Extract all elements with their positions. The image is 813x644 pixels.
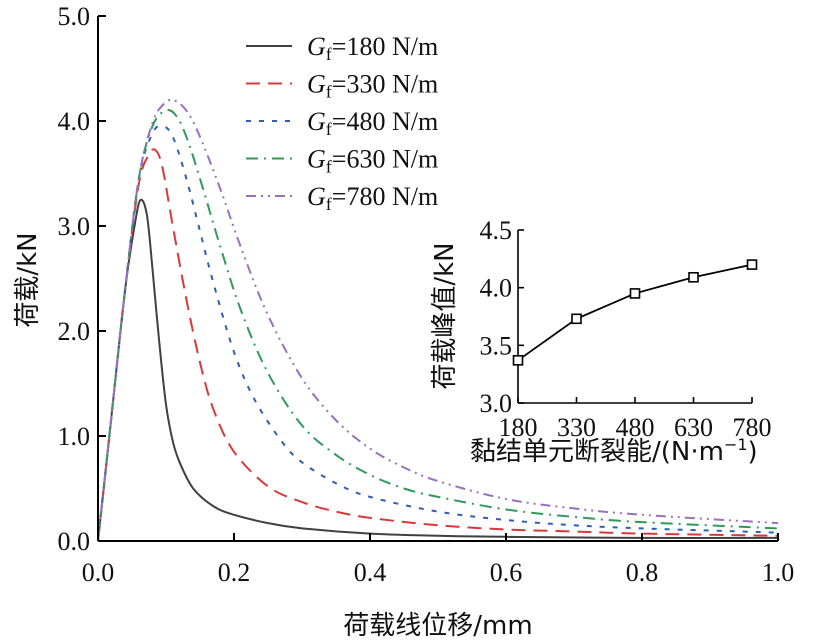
main-y-tick-label: 1.0 <box>58 422 91 451</box>
main-y-tick-label: 0.0 <box>58 527 91 556</box>
legend-label-4: Gf=780 N/m <box>307 182 438 214</box>
inset-x-tick-label: 180 <box>499 413 538 442</box>
inset-point-marker <box>571 313 582 325</box>
legend-value: =630 N/m <box>332 145 438 174</box>
inset-y-tick-label: 3.5 <box>480 331 513 360</box>
inset-point-marker <box>629 288 641 299</box>
inset-x-axis-title-sup: −1 <box>724 435 748 454</box>
main-x-tick-label: 0.2 <box>218 558 251 587</box>
inset-y-tick-label: 4.5 <box>480 216 513 245</box>
main-y-tick-label: 3.0 <box>58 212 91 241</box>
inset-point-marker <box>688 271 699 283</box>
inset-series-line <box>517 263 753 362</box>
legend-symbol: G <box>307 182 326 211</box>
main-y-axis-title: 荷载/kN <box>13 232 43 327</box>
legend-symbol: G <box>307 32 326 61</box>
legend-subscript: f <box>326 157 332 177</box>
legend-symbol: G <box>307 70 326 99</box>
inset-x-axis-title-main: 黏结单元断裂能/(N·m <box>470 437 724 467</box>
inset-plot: 3.0 3.5 4.0 4.5 180 330 480 630 780 荷载峰值/kN 黏结单… <box>430 216 772 467</box>
main-x-axis-title: 荷载线位移/mm <box>343 611 532 641</box>
inset-y-tick-label: 3.0 <box>480 389 513 418</box>
legend-value: =180 N/m <box>332 32 438 61</box>
main-y-tick-label: 4.0 <box>58 107 91 136</box>
series-line-4 <box>97 98 779 542</box>
inset-y-axis-title: 荷载峰值/kN <box>430 242 460 389</box>
inset-x-tick-label: 330 <box>557 413 596 442</box>
inset-x-tick-label: 480 <box>616 413 655 442</box>
legend-label-3: Gf=630 N/m <box>307 145 438 177</box>
legend-label-0: Gf=180 N/m <box>307 32 438 64</box>
main-y-tick-label: 2.0 <box>58 317 91 346</box>
legend-subscript: f <box>326 44 332 64</box>
legend-label-2: Gf=480 N/m <box>307 107 438 139</box>
main-plot: 0.0 1.0 2.0 3.0 4.0 5.0 0.0 0.2 0.4 0.6 0.8 1.0 荷载… <box>13 2 794 641</box>
main-y-ticks: 0.0 1.0 2.0 3.0 4.0 5.0 <box>58 2 106 556</box>
inset-x-ticks: 180 330 480 630 780 <box>499 397 772 442</box>
legend-value: =780 N/m <box>332 182 438 211</box>
inset-x-tick-label: 630 <box>674 413 713 442</box>
inset-y-ticks: 3.0 3.5 4.0 4.5 <box>480 216 524 418</box>
inset-x-tick-label: 780 <box>733 413 772 442</box>
main-x-tick-label: 0.6 <box>490 558 523 587</box>
legend-symbol: G <box>307 107 326 136</box>
legend-subscript: f <box>326 194 332 214</box>
legend-value: =480 N/m <box>332 107 438 136</box>
main-y-tick-label: 5.0 <box>58 2 91 31</box>
main-x-ticks: 0.0 0.2 0.4 0.6 0.8 1.0 <box>82 533 795 587</box>
main-curves <box>97 98 779 542</box>
legend: Gf=180 N/mGf=330 N/mGf=480 N/mGf=630 N/m… <box>246 32 438 214</box>
series-line-0 <box>97 198 779 542</box>
main-x-tick-label: 1.0 <box>762 558 795 587</box>
legend-subscript: f <box>326 119 332 139</box>
inset-x-axis-title-end: ) <box>748 437 758 467</box>
legend-label-1: Gf=330 N/m <box>307 70 438 102</box>
legend-subscript: f <box>326 82 332 102</box>
main-x-tick-label: 0.8 <box>626 558 659 587</box>
legend-value: =330 N/m <box>332 70 438 99</box>
legend-symbol: G <box>307 145 326 174</box>
series-line-3 <box>97 108 779 542</box>
main-x-tick-label: 0.0 <box>82 558 115 587</box>
inset-x-axis-title: 黏结单元断裂能/(N·m−1) <box>470 435 758 467</box>
inset-point-marker <box>746 259 758 270</box>
inset-point-marker <box>512 355 524 366</box>
inset-y-tick-label: 4.0 <box>480 274 513 303</box>
inset-series <box>512 259 758 366</box>
main-x-tick-label: 0.4 <box>354 558 387 587</box>
